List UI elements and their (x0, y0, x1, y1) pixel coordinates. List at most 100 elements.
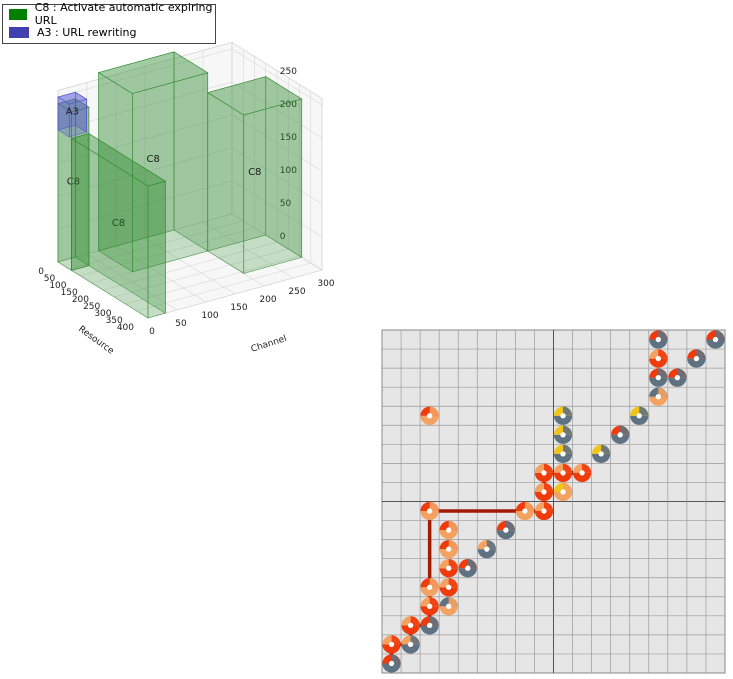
point-ring-accent (486, 539, 496, 550)
legend-label-a3: A3 : URL rewriting (37, 25, 137, 39)
box-c8: C8 (57, 98, 90, 271)
point-center (579, 470, 585, 476)
data-point (534, 482, 554, 502)
point-ring-lower (382, 663, 401, 673)
point-ring-accent (429, 501, 439, 512)
point-center (560, 470, 566, 476)
point-center (655, 355, 661, 362)
point-ring-lower (534, 491, 554, 502)
grid-line (57, 48, 323, 106)
point-ring-lower (420, 625, 439, 635)
point-center (693, 355, 700, 362)
point-ring-lower (553, 491, 573, 502)
point-center (655, 336, 661, 343)
data-point (649, 349, 668, 368)
point-center (426, 508, 433, 514)
point-ring-lower (687, 358, 706, 368)
data-point (382, 635, 401, 654)
data-point (382, 654, 401, 673)
z-tick-label: 50 (280, 199, 292, 209)
point-ring-lower (649, 339, 668, 349)
data-point (553, 463, 573, 483)
point-ring-accent (448, 578, 458, 588)
data-point (458, 559, 477, 578)
z-tick-label: 150 (280, 133, 297, 143)
point-ring-accent (601, 444, 611, 454)
point-ring-lower (420, 511, 439, 521)
box-label: C8 (248, 167, 261, 178)
point-ring-accent (563, 406, 573, 416)
data-point (420, 578, 439, 597)
point-center (484, 546, 490, 552)
point-ring-lower (439, 549, 458, 559)
data-point (496, 520, 516, 540)
boxes-3d: C8 C8 C8 C8 A3 (57, 51, 303, 319)
point-ring-accent (467, 559, 477, 569)
point-center (446, 565, 452, 571)
data-point (420, 616, 439, 635)
point-ring-accent (563, 463, 573, 473)
point-ring-lower (477, 549, 496, 559)
legend-label-c8: C8 : Activate automatic expiring URL (34, 1, 213, 27)
point-ring-lower (630, 415, 649, 425)
data-point (572, 463, 592, 483)
grid-line (57, 81, 323, 139)
data-point (649, 368, 668, 387)
point-center (541, 470, 547, 476)
point-ring-accent (639, 406, 649, 416)
box-face (265, 76, 303, 258)
point-center (407, 641, 414, 648)
data-point (553, 425, 573, 444)
data-point (420, 597, 439, 616)
data-point (649, 330, 668, 349)
channel-tick-label: 300 (317, 279, 334, 289)
data-point (477, 539, 496, 559)
point-center (426, 622, 433, 629)
point-center (560, 432, 566, 438)
box-c8: C8 (207, 76, 303, 274)
data-point (706, 330, 725, 349)
channel-tick-label: 200 (259, 295, 276, 305)
data-point (439, 520, 458, 540)
channel-tick-label: 0 (149, 327, 155, 337)
point-ring-lower (534, 472, 554, 483)
legend-swatch-c8 (9, 8, 27, 20)
point-ring-lower (534, 511, 554, 521)
grid-line (57, 180, 323, 238)
point-ring-accent (563, 425, 573, 435)
point-center (503, 527, 509, 533)
point-center (674, 374, 681, 381)
data-point (534, 501, 554, 521)
legend: C8 : Activate automatic expiring URL A3 … (2, 1, 216, 44)
channel-tick-label: 100 (201, 311, 218, 321)
point-center (636, 413, 642, 419)
point-ring-accent (696, 349, 706, 359)
point-center (655, 374, 661, 381)
point-ring-lower (591, 453, 611, 464)
point-ring-lower (553, 415, 573, 425)
z-tick-label: 100 (280, 166, 297, 176)
point-ring-lower (439, 606, 458, 616)
data-point (420, 501, 439, 521)
point-ring-accent (448, 520, 458, 531)
point-ring-lower (420, 587, 439, 597)
point-center (560, 451, 566, 457)
data-point (439, 539, 458, 559)
channel-tick-label: 50 (175, 319, 187, 329)
point-ring-lower (572, 472, 592, 483)
point-ring-accent (410, 616, 420, 626)
point-center (426, 584, 433, 590)
point-center (446, 546, 452, 552)
point-ring-lower (458, 568, 477, 578)
point-ring-lower (401, 644, 420, 654)
point-ring-accent (563, 444, 573, 454)
box-face (75, 91, 87, 133)
point-ring-accent (429, 578, 439, 588)
point-ring-lower (382, 644, 401, 654)
point-center (426, 413, 433, 419)
point-center (388, 641, 395, 648)
point-ring-accent (543, 463, 554, 473)
resource-tick-label: 50 (44, 274, 56, 284)
resource-tick-label: 350 (106, 316, 123, 326)
point-ring-lower (439, 587, 458, 597)
